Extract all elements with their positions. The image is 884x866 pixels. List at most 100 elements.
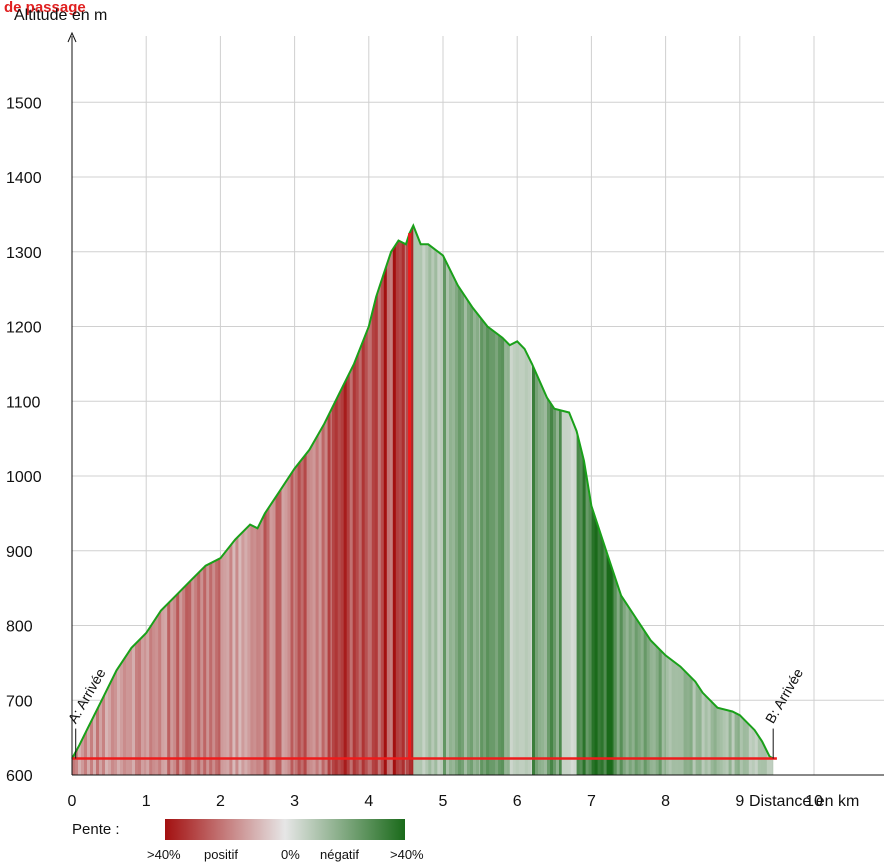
slope-stripe: [108, 225, 112, 775]
slope-stripe: [532, 225, 536, 775]
slope-stripe: [553, 225, 557, 775]
slope-stripe: [275, 225, 279, 775]
slope-stripe: [467, 225, 471, 775]
slope-stripe: [704, 225, 708, 775]
slope-stripe: [425, 225, 429, 775]
slope-stripe: [680, 225, 684, 775]
slope-stripe: [327, 225, 331, 775]
slope-stripe: [452, 225, 456, 775]
marker-end: B: Arrivée: [762, 665, 806, 759]
slope-stripe: [637, 225, 642, 775]
y-tick-label: 800: [6, 619, 33, 636]
slope-stripe: [665, 225, 669, 775]
x-axis-title: Distance en km: [749, 793, 859, 810]
slope-stripe: [710, 225, 714, 775]
slope-stripe: [287, 225, 291, 775]
slope-stripe: [330, 225, 333, 775]
slope-stripe: [461, 225, 465, 775]
slope-stripe: [343, 225, 348, 775]
profile-line: [71, 223, 774, 760]
slope-stripe: [312, 225, 316, 775]
slope-stripe: [443, 225, 447, 775]
slope-stripe: [293, 225, 295, 775]
slope-stripe: [200, 225, 204, 775]
y-tick-label: 1400: [6, 170, 42, 187]
slope-stripe: [479, 225, 481, 775]
slope-stripe: [573, 225, 577, 775]
slope-stripe: [215, 225, 219, 775]
slope-stripe: [655, 225, 660, 775]
y-tick-label: 600: [6, 768, 33, 785]
slope-stripe: [422, 225, 426, 775]
slope-stripe: [748, 225, 753, 775]
slope-stripe: [170, 225, 174, 775]
slope-stripe: [716, 225, 720, 775]
slope-stripe: [78, 225, 82, 775]
slope-stripe: [361, 225, 366, 775]
slope-stripe: [135, 225, 139, 775]
slope-stripe: [772, 225, 774, 775]
slope-stripe: [87, 225, 91, 775]
slope-stripe: [504, 225, 508, 775]
slope-stripe: [734, 225, 738, 775]
slope-stripe: [530, 225, 533, 775]
slope-stripe: [324, 225, 328, 775]
slope-stripe: [766, 225, 771, 775]
slope-stripe: [707, 225, 711, 775]
slope-stripe: [625, 225, 630, 775]
slope-legend: Pente : >40% positif 0% négatif >40%: [72, 819, 424, 862]
slope-stripe: [229, 225, 233, 775]
slope-stripe: [209, 225, 213, 775]
y-axis-title: Altitude en m: [14, 7, 107, 24]
slope-stripe: [194, 225, 198, 775]
slope-stripe: [191, 225, 195, 775]
x-tick-label: 7: [587, 793, 596, 810]
slope-stripe: [179, 225, 183, 775]
slope-stripe: [395, 225, 400, 775]
x-tick-label: 9: [735, 793, 744, 810]
x-tick-label: 3: [290, 793, 299, 810]
slope-stripe: [331, 225, 336, 775]
slope-stripe: [609, 225, 613, 775]
slope-stripe: [769, 225, 774, 775]
slope-stripe: [232, 225, 236, 775]
slope-stripe: [483, 225, 487, 775]
slope-stripe: [535, 225, 539, 775]
slope-stripe: [93, 225, 97, 775]
slope-stripe: [556, 225, 560, 775]
slope-stripe: [300, 225, 304, 775]
slope-stripe: [129, 225, 133, 775]
slope-stripe: [146, 225, 150, 775]
slope-stripe: [671, 225, 675, 775]
marker-label: B: Arrivée: [762, 665, 806, 726]
slope-stripe: [689, 225, 693, 775]
slope-stripe: [235, 225, 239, 775]
slope-stripe: [114, 225, 118, 775]
slope-stripe: [152, 225, 156, 775]
slope-stripe: [582, 225, 586, 775]
overlay-label: de passage: [4, 0, 86, 16]
slope-stripe: [507, 225, 511, 775]
x-tick-label: 10: [805, 793, 823, 810]
slope-stripe: [241, 225, 245, 775]
slope-stripe: [401, 225, 406, 775]
slope-stripe: [257, 225, 261, 775]
slope-stripe: [105, 225, 109, 775]
slope-stripe: [763, 225, 768, 775]
slope-stripe: [600, 225, 604, 775]
slope-stripe: [701, 225, 705, 775]
slope-stripe: [550, 225, 554, 775]
slope-stripe: [683, 225, 687, 775]
slope-stripe: [349, 225, 354, 775]
x-tick-label: 4: [364, 793, 373, 810]
slope-stripe: [470, 225, 474, 775]
slope-stripe: [492, 225, 496, 775]
slope-stripe: [742, 225, 747, 775]
slope-stripe: [334, 225, 339, 775]
slope-stripe: [126, 225, 130, 775]
slope-stripe: [692, 225, 696, 775]
slope-stripe: [358, 225, 363, 775]
slope-stripe: [698, 225, 702, 775]
slope-stripe: [247, 225, 251, 775]
slope-stripe: [643, 225, 648, 775]
